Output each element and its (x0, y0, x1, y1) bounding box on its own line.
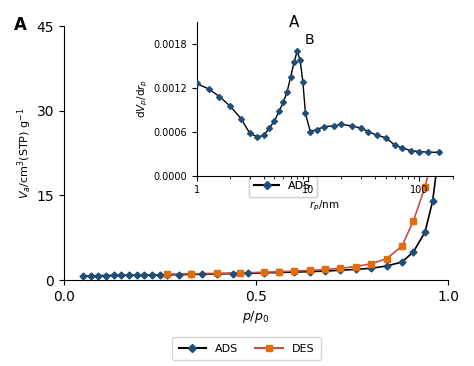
Legend: ADS: ADS (249, 176, 317, 197)
X-axis label: $p/p_0$: $p/p_0$ (242, 309, 269, 325)
Text: B: B (304, 33, 314, 47)
Text: A: A (14, 16, 27, 34)
X-axis label: $r_p$/nm: $r_p$/nm (310, 198, 340, 213)
Y-axis label: d$V_p$/d$r_p$: d$V_p$/d$r_p$ (136, 79, 150, 119)
Y-axis label: $V_a$/cm$^3$(STP) g$^{-1}$: $V_a$/cm$^3$(STP) g$^{-1}$ (15, 108, 34, 199)
Legend: ADS, DES: ADS, DES (172, 337, 321, 361)
Text: A: A (289, 15, 299, 30)
